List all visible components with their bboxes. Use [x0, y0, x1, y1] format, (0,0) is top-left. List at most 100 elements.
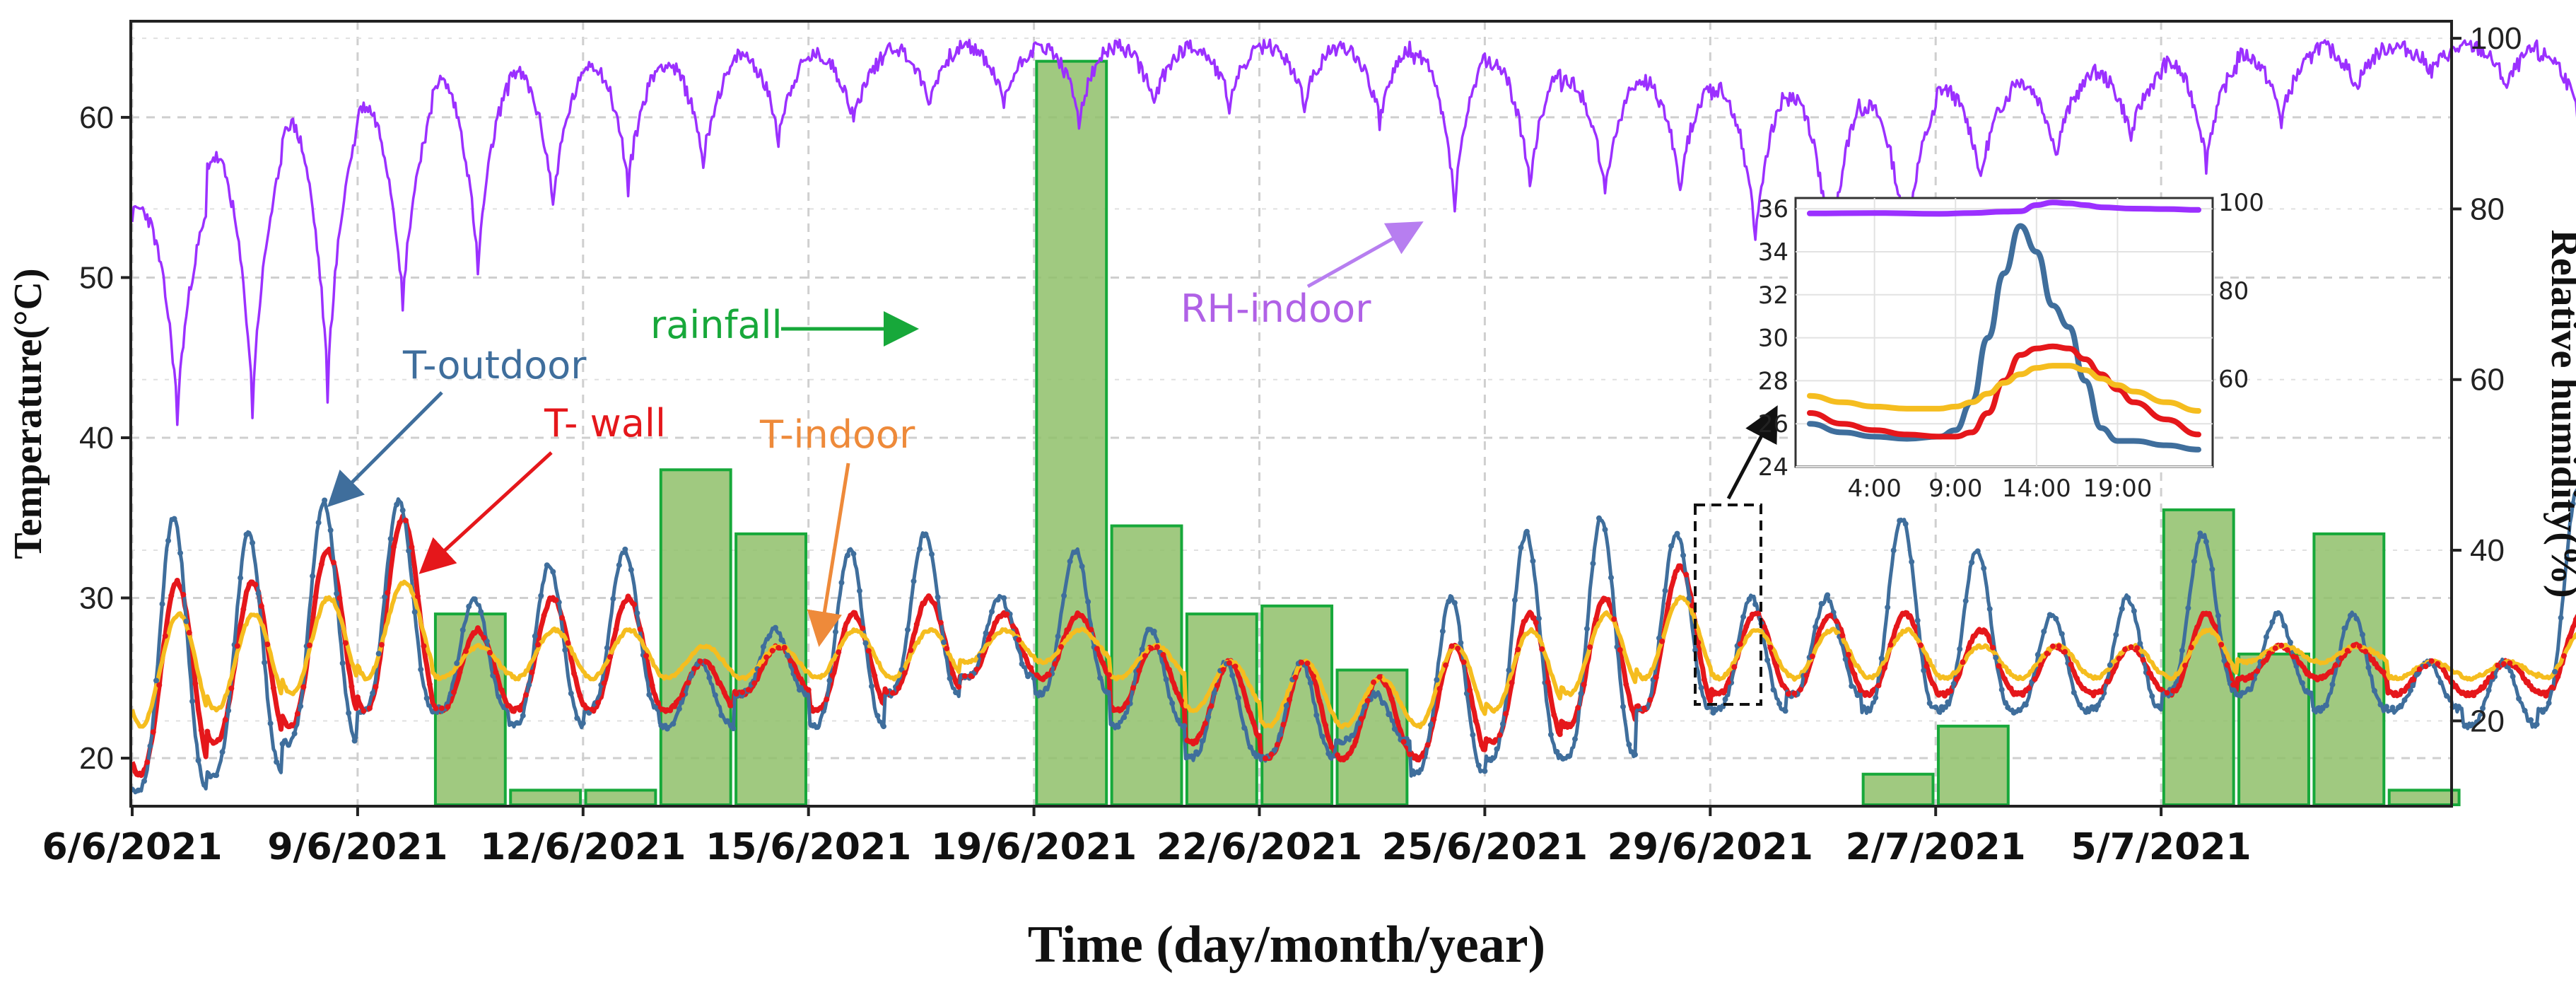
series-point-t-wall: [2110, 669, 2117, 675]
series-point-t-outdoor: [1325, 750, 1332, 757]
series-point-t-wall: [1250, 719, 1256, 726]
series-point-t-outdoor: [1998, 687, 2005, 693]
series-point-t-wall: [1094, 646, 1100, 652]
series-point-t-wall: [1412, 753, 1419, 760]
series-point-t-wall: [2146, 670, 2153, 676]
series-point-t-wall: [1899, 610, 1906, 617]
series-point-t-outdoor: [2389, 704, 2396, 711]
series-point-t-outdoor: [1511, 597, 1518, 603]
series-point-t-wall: [1497, 732, 1503, 738]
series-point-t-outdoor: [2095, 702, 2101, 709]
series-point-t-outdoor: [382, 594, 388, 600]
series-point-t-wall: [168, 593, 175, 599]
series-point-t-wall: [745, 687, 751, 693]
series-point-t-outdoor: [1235, 694, 1241, 701]
series-point-t-outdoor: [718, 712, 725, 719]
y2-tick-label: 100: [2470, 21, 2522, 56]
series-point-t-wall: [1352, 738, 1359, 745]
series-point-t-wall: [2507, 660, 2513, 666]
series-point-t-wall: [2387, 688, 2393, 694]
series-point-t-wall: [1845, 651, 1851, 658]
series-point-t-outdoor: [255, 591, 262, 597]
series-point-t-wall: [276, 716, 283, 723]
rainfall-bar: [659, 468, 732, 806]
inset-line-t-outdoor: [1807, 223, 2201, 453]
series-point-t-wall: [2038, 662, 2044, 668]
series-point-t-wall: [1521, 618, 1527, 624]
series-point-t-wall: [2188, 644, 2194, 651]
series-point-t-outdoor: [2377, 702, 2384, 708]
series-point-t-wall: [2452, 682, 2459, 689]
series-point-t-outdoor: [1559, 755, 1566, 762]
series-point-t-wall: [889, 690, 896, 696]
series-point-t-wall: [240, 606, 247, 612]
series-point-t-outdoor: [1885, 604, 1891, 610]
series-point-t-outdoor: [1283, 702, 1289, 709]
series-point-t-outdoor: [250, 540, 256, 546]
series-point-t-wall: [2543, 692, 2549, 699]
inset-chart: 24 26 28 30 32 34 36 60 80 100 4:00 9:00 14:00 19:00: [1758, 189, 2264, 503]
rainfall-bar: [2312, 532, 2386, 806]
series-point-t-wall: [739, 689, 746, 695]
series-point-t-outdoor: [1909, 559, 1915, 565]
series-point-t-wall: [1136, 668, 1142, 674]
x-tick-label: 15/6/2021: [706, 826, 911, 868]
series-point-t-wall: [577, 692, 583, 699]
series-point-t-wall: [150, 729, 156, 735]
series-point-t-outdoor: [676, 706, 682, 712]
series-point-t-wall: [180, 591, 187, 598]
series-point-t-wall: [1887, 641, 1894, 648]
series-point-t-outdoor: [2083, 709, 2089, 715]
series-point-t-wall: [763, 654, 770, 661]
series-point-t-outdoor: [201, 781, 208, 788]
series-point-t-wall: [667, 707, 674, 714]
series-point-t-wall: [426, 681, 433, 687]
series-point-t-outdoor: [2305, 689, 2312, 695]
series-point-t-outdoor: [1716, 704, 1723, 711]
series-point-t-wall: [913, 621, 920, 627]
inset-y-tick-label: 36: [1758, 195, 1788, 223]
series-point-t-wall: [1635, 703, 1641, 709]
series-point-t-wall: [2548, 684, 2555, 690]
series-point-t-outdoor: [646, 692, 652, 698]
series-point-t-outdoor: [1073, 549, 1079, 555]
series-point-t-wall: [817, 705, 824, 711]
series-point-t-outdoor: [2155, 703, 2161, 709]
series-point-t-wall: [1280, 721, 1287, 728]
series-point-t-wall: [2122, 646, 2129, 653]
series-point-t-outdoor: [2022, 702, 2029, 708]
series-point-t-outdoor: [1482, 768, 1488, 774]
series-point-t-wall: [474, 625, 481, 632]
series-point-t-wall: [1178, 697, 1184, 704]
series-point-t-outdoor: [1818, 600, 1825, 607]
series-point-t-outdoor: [2486, 687, 2492, 694]
series-point-t-wall: [252, 581, 259, 588]
series-point-t-outdoor: [1620, 704, 1626, 710]
series-point-t-outdoor: [1861, 704, 1867, 710]
series-point-t-wall: [2230, 682, 2237, 688]
series-point-t-wall: [2086, 688, 2092, 694]
series-point-t-outdoor: [2365, 664, 2372, 670]
series-point-t-outdoor: [1969, 559, 1975, 566]
series-point-t-outdoor: [478, 609, 484, 615]
y-tick-label: 20: [79, 741, 114, 776]
series-point-t-wall: [703, 658, 710, 665]
series-point-t-wall: [1256, 733, 1263, 739]
series-point-t-wall: [312, 594, 319, 600]
series-point-t-outdoor: [1307, 680, 1313, 686]
series-point-t-wall: [2158, 686, 2165, 692]
series-point-t-wall: [2435, 661, 2441, 667]
series-point-t-wall: [330, 559, 336, 566]
series-point-t-wall: [1388, 696, 1395, 702]
series-point-t-wall: [757, 667, 763, 673]
series-point-t-wall: [409, 544, 415, 550]
series-point-t-wall: [643, 653, 650, 659]
series-point-t-outdoor: [177, 550, 184, 557]
series-point-t-outdoor: [923, 531, 929, 537]
series-point-t-outdoor: [1704, 704, 1711, 711]
series-point-t-outdoor: [399, 507, 406, 513]
series-point-t-outdoor: [226, 707, 232, 714]
series-point-t-outdoor: [2359, 632, 2365, 638]
series-point-t-outdoor: [2473, 719, 2480, 726]
series-point-t-wall: [1797, 687, 1803, 693]
